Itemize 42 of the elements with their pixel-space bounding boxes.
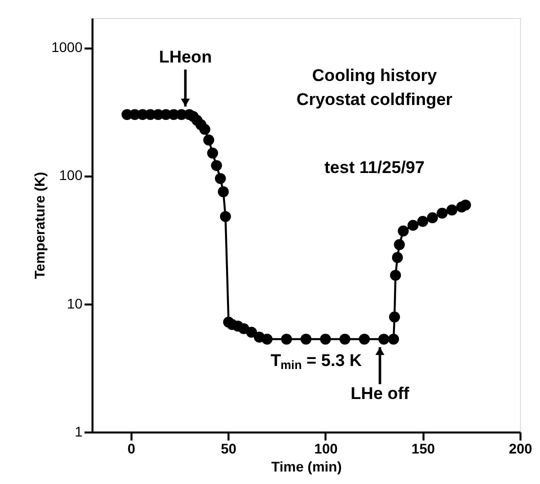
point bbox=[394, 239, 405, 250]
point bbox=[199, 124, 210, 135]
point bbox=[281, 334, 292, 345]
point bbox=[300, 334, 312, 345]
point bbox=[398, 226, 409, 236]
y-axis-title: Temperature (K) bbox=[31, 172, 48, 280]
annotation: test 11/25/97 bbox=[324, 158, 425, 177]
point bbox=[339, 334, 350, 345]
x-tick-label: 100 bbox=[314, 440, 338, 456]
point bbox=[388, 334, 400, 345]
point bbox=[408, 220, 418, 231]
point bbox=[320, 334, 331, 345]
point bbox=[211, 160, 222, 172]
y-tick-label: 10 bbox=[66, 295, 83, 312]
point bbox=[203, 134, 214, 146]
annotation: LHe off bbox=[350, 384, 410, 404]
x-tick-label: 200 bbox=[508, 440, 532, 456]
y-tick-label: 100 bbox=[59, 167, 83, 184]
point bbox=[446, 204, 458, 216]
point bbox=[460, 200, 472, 211]
annotation: LHeon bbox=[158, 48, 212, 67]
point bbox=[218, 186, 229, 198]
point bbox=[392, 252, 403, 263]
point bbox=[426, 212, 438, 224]
y-tick-label: 1000 bbox=[51, 39, 83, 56]
point bbox=[214, 173, 226, 184]
point bbox=[389, 312, 400, 322]
x-axis-title: Time (min) bbox=[271, 458, 342, 474]
x-tick-label: 150 bbox=[412, 440, 436, 456]
point bbox=[358, 334, 370, 345]
point bbox=[207, 148, 218, 159]
point bbox=[220, 211, 231, 222]
point bbox=[378, 334, 390, 345]
point bbox=[436, 208, 448, 219]
x-tick-label: 50 bbox=[220, 440, 237, 456]
point bbox=[246, 326, 258, 338]
point bbox=[390, 270, 401, 281]
x-tick-label: 0 bbox=[128, 440, 136, 456]
point bbox=[262, 334, 273, 345]
y-tick-label: 1 bbox=[74, 424, 83, 440]
text: Cooling history Cryostat coldfinger bbox=[296, 66, 453, 109]
point bbox=[417, 216, 428, 227]
